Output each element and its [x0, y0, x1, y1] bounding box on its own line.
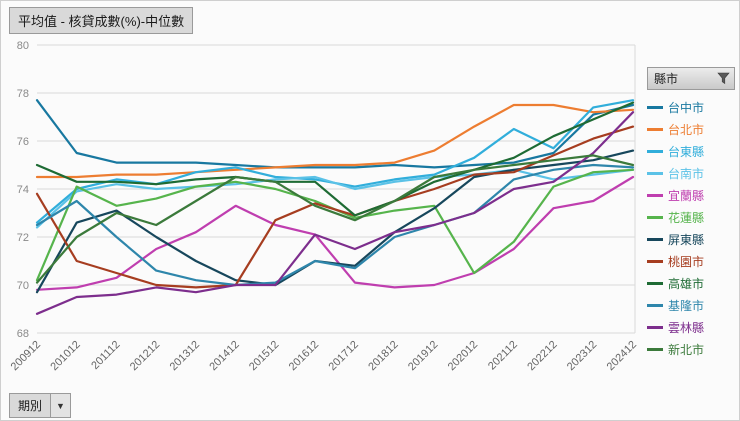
legend-swatch [647, 193, 663, 197]
legend-swatch [647, 303, 663, 307]
y-tick-label: 76 [17, 136, 29, 148]
legend-item-label: 基隆市 [668, 298, 705, 313]
period-dropdown-label: 期別 [18, 399, 43, 413]
legend-swatch [647, 149, 663, 153]
x-tick-label: 201912 [406, 339, 440, 373]
legend-panel: 縣市 台中市台北市台東縣台南市宜蘭縣花蓮縣屏東縣桃園市高雄市基隆市雲林縣新北市 [647, 67, 735, 360]
x-tick-label: 201612 [287, 339, 321, 373]
y-tick-label: 68 [17, 328, 29, 340]
legend-item[interactable]: 台中市 [647, 96, 735, 118]
legend-header-label: 縣市 [654, 72, 679, 86]
legend-item-label: 雲林縣 [668, 320, 705, 335]
y-tick-label: 80 [17, 40, 29, 52]
legend-swatch [647, 215, 663, 219]
legend-swatch [647, 105, 663, 109]
x-tick-label: 201212 [128, 339, 162, 373]
legend-filter-header[interactable]: 縣市 [647, 67, 735, 90]
x-tick-label: 200912 [9, 339, 43, 373]
x-tick-label: 201812 [366, 339, 400, 373]
x-tick-label: 202212 [525, 339, 559, 373]
legend-item-label: 高雄市 [668, 276, 705, 291]
legend-item[interactable]: 高雄市 [647, 272, 735, 294]
legend-item[interactable]: 花蓮縣 [647, 206, 735, 228]
series-line-8[interactable] [35, 101, 635, 217]
legend-swatch [647, 127, 663, 131]
series-line-1[interactable] [35, 103, 635, 179]
series-line-11[interactable] [35, 154, 635, 284]
legend-item[interactable]: 屏東縣 [647, 228, 735, 250]
legend-item[interactable]: 基隆市 [647, 294, 735, 316]
x-tick-label: 202112 [486, 339, 520, 373]
x-tick-label: 201112 [89, 339, 122, 372]
x-tick-label: 201512 [247, 339, 281, 373]
legend-item-label: 新北市 [668, 342, 705, 357]
x-tick-label: 202012 [446, 339, 480, 373]
legend-item-label: 桃園市 [668, 254, 705, 269]
series-line-4[interactable] [35, 175, 635, 291]
series-line-6[interactable] [35, 149, 635, 294]
legend-item[interactable]: 桃園市 [647, 250, 735, 272]
x-tick-label: 202312 [565, 339, 599, 373]
y-tick-label: 72 [17, 232, 29, 244]
legend-swatch [647, 171, 663, 175]
legend-swatch [647, 259, 663, 263]
chevron-down-icon: ▼ [50, 394, 70, 417]
legend-item-label: 花蓮縣 [668, 210, 705, 225]
legend-item-label: 台中市 [668, 100, 705, 115]
y-tick-label: 78 [17, 88, 29, 100]
legend-swatch [647, 325, 663, 329]
legend-item[interactable]: 新北市 [647, 338, 735, 360]
series-line-0[interactable] [35, 99, 635, 169]
legend-swatch [647, 281, 663, 285]
legend-item[interactable]: 台北市 [647, 118, 735, 140]
legend-item[interactable]: 台南市 [647, 162, 735, 184]
filter-icon[interactable] [717, 72, 730, 85]
y-tick-label: 70 [17, 280, 29, 292]
y-tick-label: 74 [17, 184, 29, 196]
legend-item[interactable]: 雲林縣 [647, 316, 735, 338]
x-tick-label: 202412 [605, 339, 639, 373]
series-line-9[interactable] [35, 163, 635, 287]
period-dropdown[interactable]: 期別 ▼ [9, 393, 71, 418]
legend-item[interactable]: 宜蘭縣 [647, 184, 735, 206]
legend-list: 台中市台北市台東縣台南市宜蘭縣花蓮縣屏東縣桃園市高雄市基隆市雲林縣新北市 [647, 96, 735, 360]
legend-item-label: 屏東縣 [668, 232, 705, 247]
x-tick-label: 201312 [168, 339, 202, 373]
legend-item-label: 台北市 [668, 122, 705, 137]
legend-swatch [647, 347, 663, 351]
series-line-10[interactable] [35, 111, 635, 315]
legend-item-label: 台東縣 [668, 144, 705, 159]
legend-swatch [647, 237, 663, 241]
legend-item-label: 台南市 [668, 166, 705, 181]
x-tick-label: 201712 [327, 339, 361, 373]
legend-item-label: 宜蘭縣 [668, 188, 705, 203]
x-tick-label: 201412 [207, 339, 241, 373]
chart-title: 平均值 - 核貸成數(%)-中位數 [9, 7, 194, 34]
legend-item[interactable]: 台東縣 [647, 140, 735, 162]
x-tick-label: 201012 [48, 339, 82, 373]
series-line-7[interactable] [35, 125, 635, 289]
